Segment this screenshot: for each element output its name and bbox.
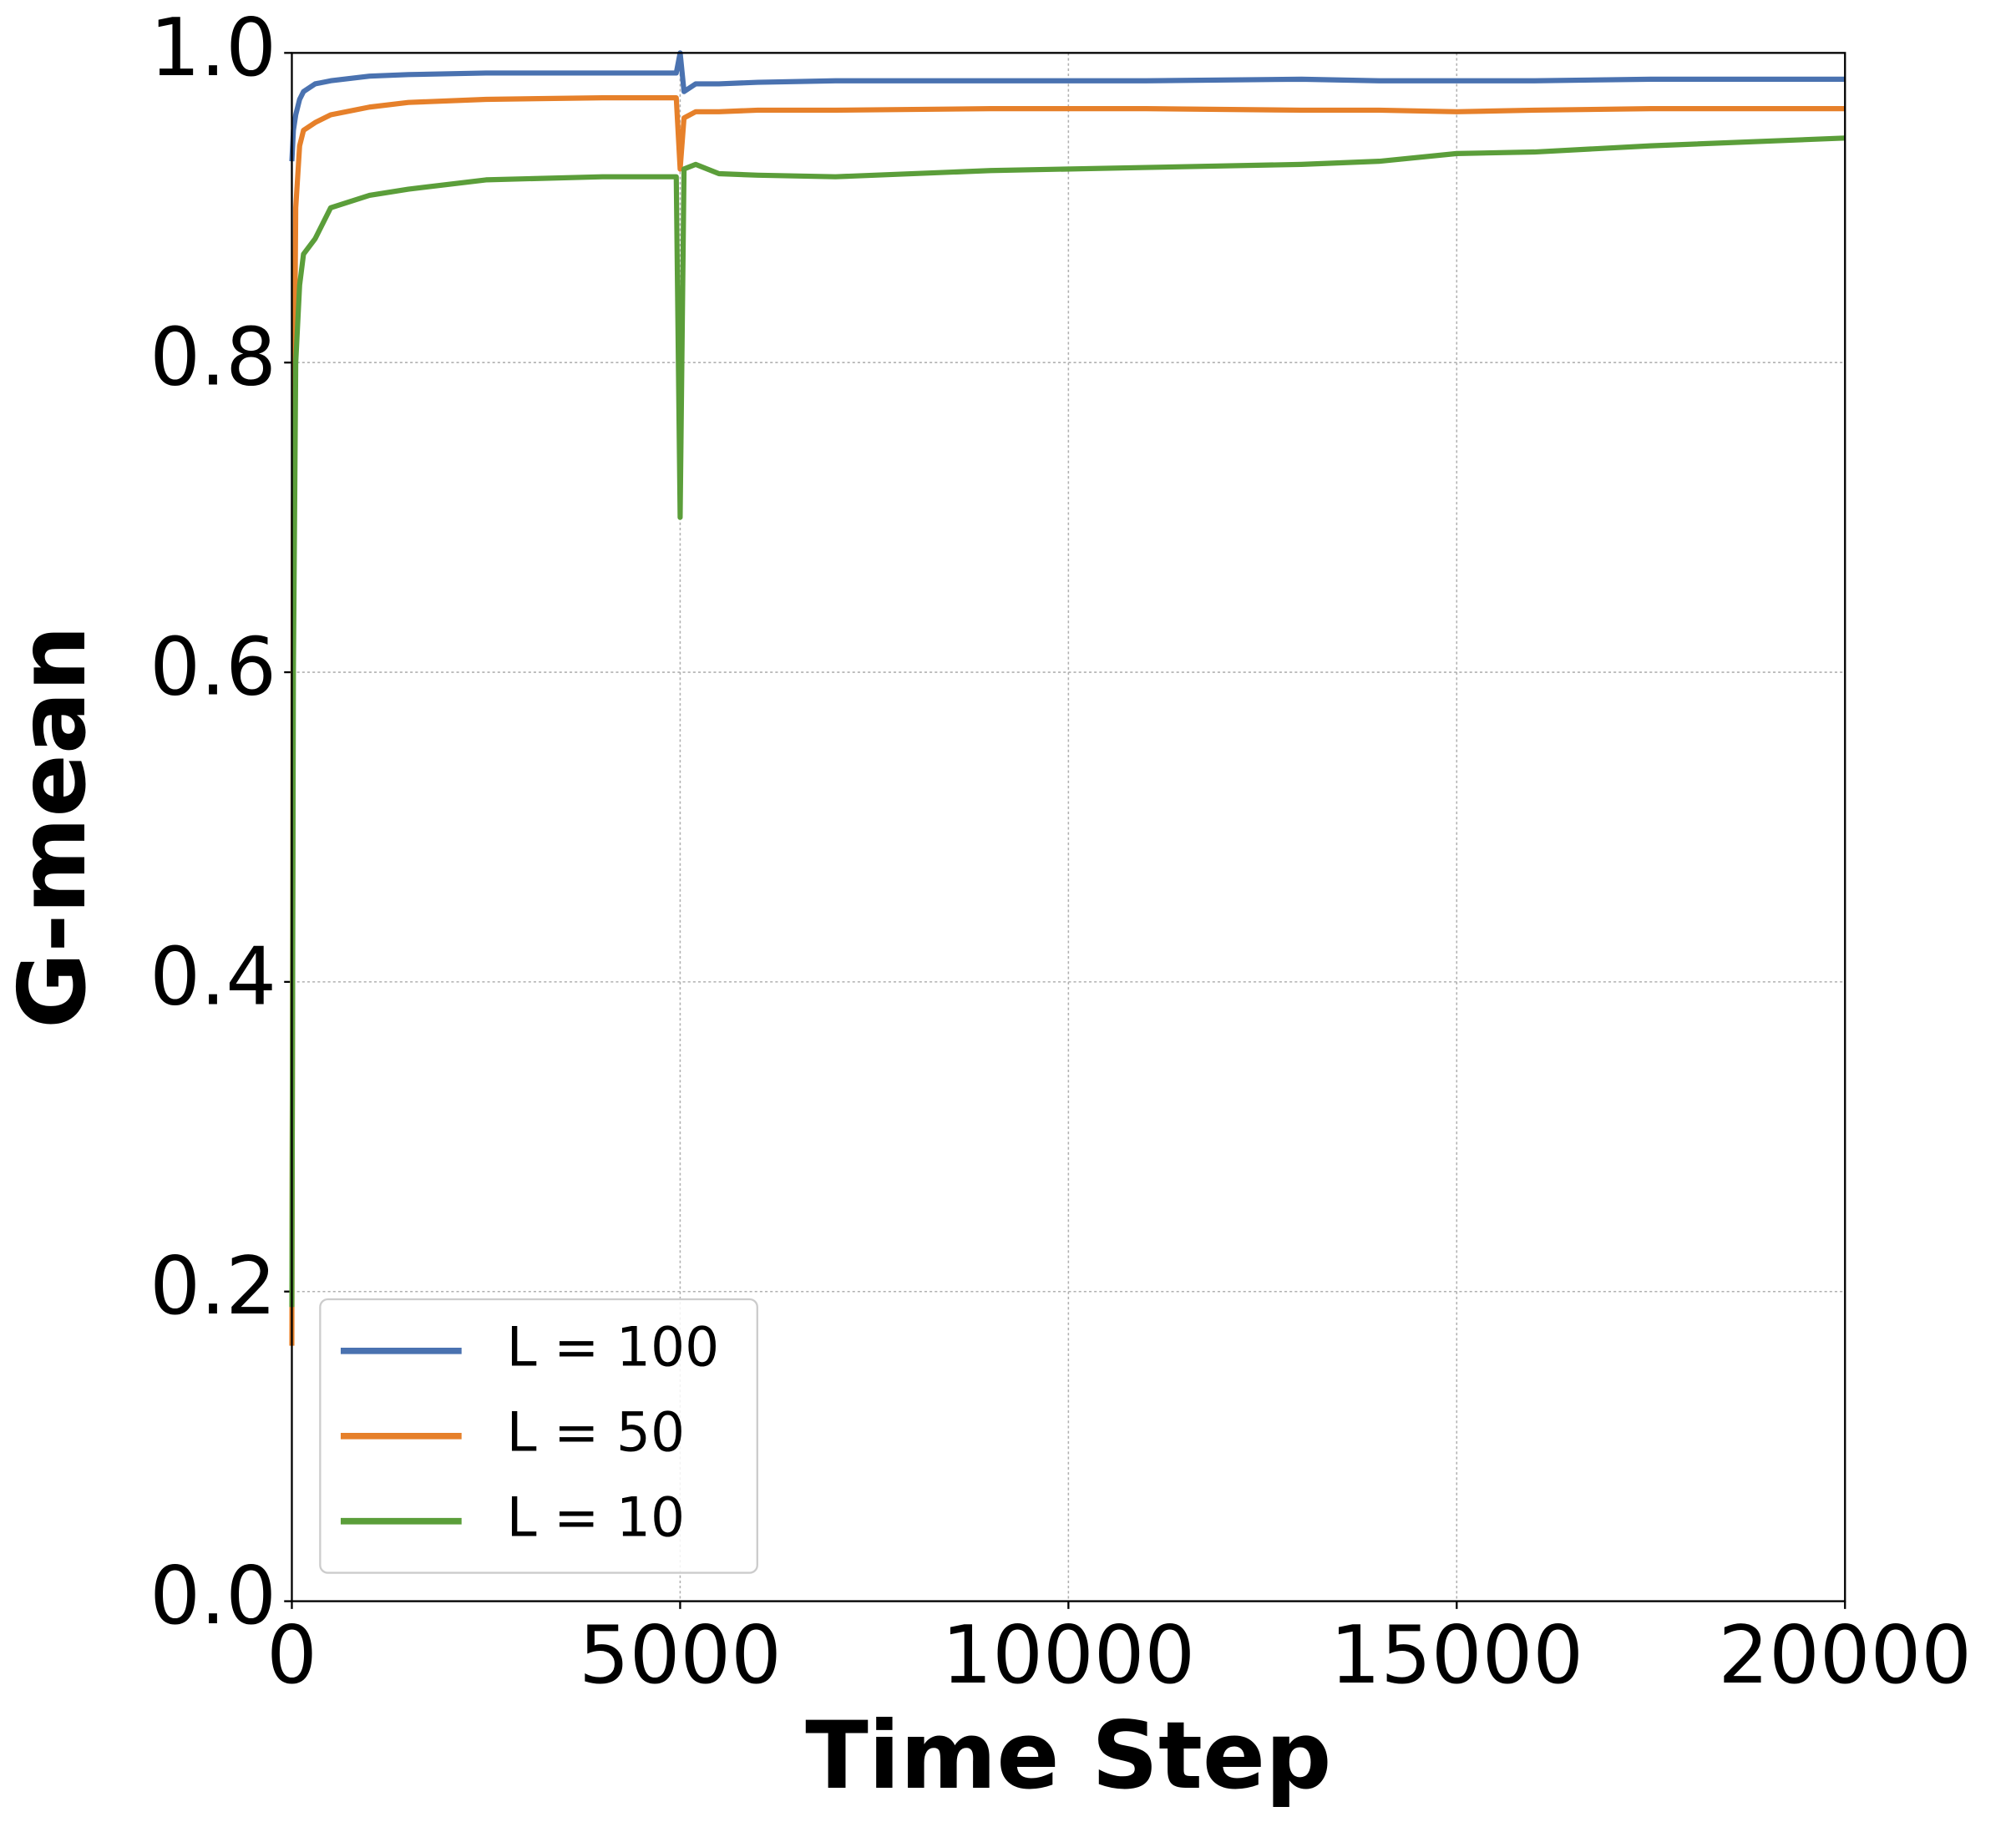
- y-axis-title: G-mean: [0, 625, 107, 1029]
- data-line: [289, 95, 1846, 1346]
- x-tick-label: 5000: [579, 1608, 782, 1702]
- legend-label: L = 10: [507, 1486, 686, 1549]
- legend-label: L = 100: [507, 1316, 720, 1379]
- x-tick-label: 15000: [1330, 1608, 1584, 1702]
- x-tick-label: 10000: [942, 1608, 1196, 1702]
- y-tick-label: 0.6: [149, 620, 276, 713]
- legend-box: [319, 1298, 758, 1574]
- x-tick-label: 0: [266, 1608, 317, 1702]
- y-tick-label: 0.8: [149, 310, 276, 403]
- data-line: [289, 135, 1846, 1308]
- y-tick-label: 0.2: [149, 1239, 276, 1333]
- legend: L = 100 L = 50 L = 10: [319, 1298, 758, 1574]
- x-tick-label: 20000: [1718, 1608, 1972, 1702]
- y-tick-label: 0.4: [149, 929, 276, 1023]
- data-line: [289, 50, 1846, 162]
- plot-frame: [291, 52, 1846, 1602]
- legend-label: L = 50: [507, 1401, 686, 1464]
- y-tick-label: 1.0: [149, 1, 276, 94]
- x-axis-title: Time Step: [805, 1703, 1331, 1810]
- y-tick-label: 0.0: [149, 1549, 276, 1642]
